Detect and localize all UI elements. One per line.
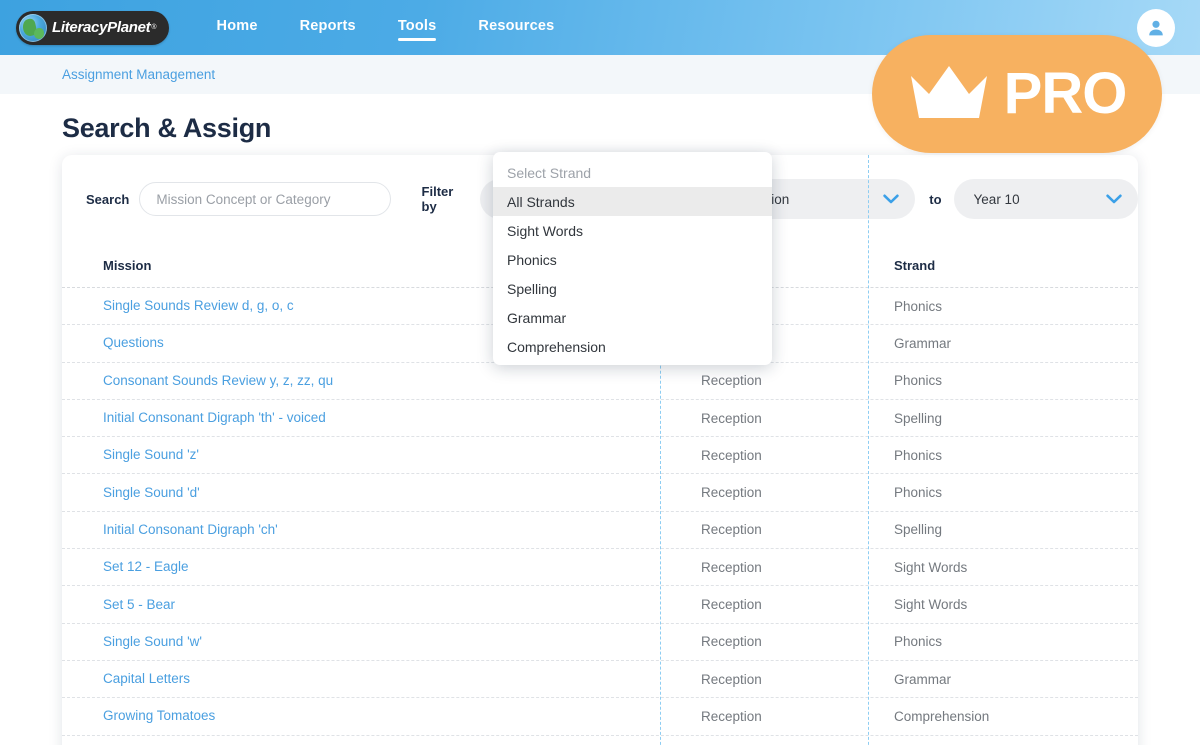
table-row[interactable]: Single Sound 'z' Reception Phonics: [62, 437, 1138, 475]
nav-links: Home Reports Tools Resources: [217, 0, 555, 55]
cell-strand: Grammar: [894, 671, 951, 687]
cell-year: Reception: [701, 485, 762, 501]
search-input[interactable]: [139, 182, 391, 216]
cell-strand: Spelling: [894, 522, 943, 538]
table-row[interactable]: Consonant Sounds Review y, z, zz, qu Rece…: [62, 363, 1138, 400]
nav-item-tools[interactable]: Tools: [397, 18, 437, 41]
table-row[interactable]: Growing Tomatoes Reception Comprehension: [62, 698, 1138, 736]
cell-year: Reception: [701, 410, 762, 426]
table-row[interactable]: Single Sound 'd' Reception Phonics: [62, 474, 1138, 512]
dropdown-options: All Strands Sight Words Phonics Spelling Gra…: [493, 187, 772, 361]
mission-link[interactable]: Growing Tomatoes: [103, 708, 216, 724]
mission-link[interactable]: Questions: [103, 335, 164, 351]
filter-by-label: Filter by: [421, 184, 454, 214]
table-row[interactable]: Initial Consonant Digraph 'th' - voiced R…: [62, 400, 1138, 438]
table-row[interactable]: Jen's PugReceptionComprehension: [62, 736, 1138, 745]
cell-mission: Single Sound 'd': [62, 484, 660, 502]
mission-link[interactable]: Initial Consonant Digraph 'ch': [103, 521, 278, 537]
literacyplanet-logo[interactable]: LiteracyPlanet ®: [16, 10, 169, 45]
pro-label: PRO: [1003, 61, 1128, 126]
mission-link[interactable]: Set 12 - Eagle: [103, 559, 189, 575]
registered-trademark-icon: ®: [151, 24, 157, 31]
cell-year: Reception: [701, 597, 762, 613]
table-body: Single Sounds Review d, g, o, c Reception…: [62, 288, 1138, 745]
cell-strand: Phonics: [894, 634, 943, 650]
mission-link[interactable]: Set 5 - Bear: [103, 596, 176, 612]
cell-year: Reception: [701, 522, 762, 538]
table-row[interactable]: Capital Letters Reception Grammar: [62, 661, 1138, 699]
crown-icon: [910, 66, 987, 118]
user-avatar-icon[interactable]: [1137, 9, 1175, 47]
strand-dropdown-menu[interactable]: Select Strand All Strands Sight Words Phon…: [493, 152, 772, 365]
cell-mission: Consonant Sounds Review y, z, zz, qu: [62, 372, 660, 390]
year-to-select[interactable]: Year 10: [953, 179, 1138, 219]
cell-mission: Initial Consonant Digraph 'ch': [62, 521, 660, 539]
dropdown-option[interactable]: Spelling: [507, 280, 557, 297]
cell-year: Reception: [701, 373, 762, 389]
column-header-mission: Mission: [103, 257, 152, 273]
mission-link[interactable]: Single Sound 'w': [103, 633, 202, 649]
cell-strand: Phonics: [894, 485, 943, 501]
cell-mission: Single Sound 'w': [62, 633, 660, 651]
table-row[interactable]: Single Sound 'w' Reception Phonics: [62, 624, 1138, 661]
year-to-value: Year 10: [973, 191, 1020, 207]
table-row[interactable]: Set 12 - Eagle Reception Sight Words: [62, 549, 1138, 587]
column-divider-year: [660, 155, 661, 745]
cell-year: Reception: [701, 447, 762, 463]
table-row[interactable]: Set 5 - Bear Reception Sight Words: [62, 586, 1138, 624]
cell-strand: Spelling: [894, 410, 943, 426]
pro-badge[interactable]: PRO: [872, 35, 1162, 153]
cell-strand: Phonics: [894, 447, 943, 463]
table-row[interactable]: Initial Consonant Digraph 'ch' Reception S…: [62, 512, 1138, 550]
dropdown-placeholder: Select Strand: [507, 164, 592, 181]
cell-strand: Sight Words: [894, 597, 968, 613]
dropdown-option[interactable]: All Strands: [493, 187, 772, 216]
mission-link[interactable]: Capital Letters: [103, 671, 191, 687]
cell-strand: Phonics: [894, 298, 943, 314]
mission-link[interactable]: Consonant Sounds Review y, z, zz, qu: [103, 372, 334, 388]
to-label: to: [929, 191, 942, 207]
cell-year: Reception: [701, 708, 762, 724]
cell-mission: Set 5 - Bear: [62, 596, 660, 614]
mission-link[interactable]: Single Sound 'd': [103, 484, 200, 500]
breadcrumb[interactable]: Assignment Management: [62, 67, 216, 82]
cell-year: Reception: [701, 634, 762, 650]
logo-text: LiteracyPlanet: [52, 19, 151, 36]
cell-mission: Single Sound 'z': [62, 446, 660, 464]
cell-strand: Comprehension: [894, 708, 990, 724]
mission-link[interactable]: Single Sounds Review d, g, o, c: [103, 298, 294, 314]
missions-table: Mission Year Strand Single Sounds Review…: [62, 243, 1138, 745]
globe-icon: [19, 13, 47, 42]
nav-item-resources[interactable]: Resources: [478, 17, 555, 34]
cell-year: Reception: [701, 559, 762, 575]
cell-strand: Sight Words: [894, 559, 968, 575]
dropdown-option[interactable]: Grammar: [507, 309, 567, 326]
page-title: Search & Assign: [62, 113, 272, 143]
nav-item-reports[interactable]: Reports: [299, 17, 356, 34]
mission-link[interactable]: Initial Consonant Digraph 'th' - voiced: [103, 410, 326, 426]
top-navigation-bar: LiteracyPlanet ® Home Reports Tools Reso…: [0, 0, 1200, 55]
cell-mission: Single Sounds Review d, g, o, c: [62, 297, 660, 315]
dropdown-option[interactable]: Phonics: [507, 251, 557, 268]
dropdown-option[interactable]: Comprehension: [507, 338, 606, 355]
cell-mission: Set 12 - Eagle: [62, 558, 660, 576]
column-divider-strand: [868, 155, 869, 745]
cell-mission: Growing Tomatoes: [62, 707, 660, 725]
mission-link[interactable]: Single Sound 'z': [103, 447, 199, 463]
cell-strand: Phonics: [894, 373, 943, 389]
dropdown-option[interactable]: Sight Words: [507, 222, 583, 239]
cell-mission: Questions: [62, 334, 660, 352]
cell-year: Reception: [701, 671, 762, 687]
chevron-down-icon: [883, 194, 899, 204]
column-header-strand: Strand: [894, 257, 936, 273]
nav-item-home[interactable]: Home: [216, 17, 258, 34]
search-label: Search: [86, 191, 130, 207]
cell-strand: Grammar: [894, 335, 951, 351]
chevron-down-icon: [1106, 194, 1122, 204]
cell-mission: Capital Letters: [62, 670, 660, 688]
cell-mission: Initial Consonant Digraph 'th' - voiced: [62, 409, 660, 427]
